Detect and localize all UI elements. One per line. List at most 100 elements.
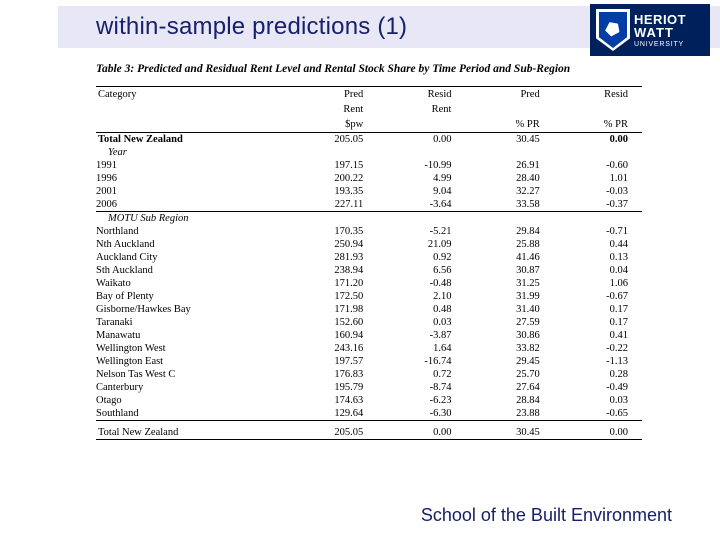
hdr-sub2: Rent	[377, 102, 465, 117]
cell: 0.92	[377, 251, 465, 264]
cell: 195.79	[289, 381, 377, 394]
cell: 0.44	[554, 238, 642, 251]
cell: -0.60	[554, 159, 642, 172]
cell: 9.04	[377, 185, 465, 198]
table-row: 2006227.11-3.6433.58-0.37	[96, 198, 642, 212]
cell: 281.93	[289, 251, 377, 264]
row-label: Total New Zealand	[96, 426, 289, 440]
cell: 0.03	[377, 316, 465, 329]
hdr-sub1: Rent	[289, 102, 377, 117]
row-label: Bay of Plenty	[96, 290, 289, 303]
cell: 205.05	[289, 132, 377, 146]
row-label: Taranaki	[96, 316, 289, 329]
row-label: 2006	[96, 198, 289, 212]
cell: 33.58	[465, 198, 553, 212]
page-title: within-sample predictions (1)	[96, 13, 407, 41]
hdr-category: Category	[96, 86, 289, 102]
cell: 30.87	[465, 264, 553, 277]
cell: 172.50	[289, 290, 377, 303]
cell: 26.91	[465, 159, 553, 172]
table-row: 1991197.15-10.9926.91-0.60	[96, 159, 642, 172]
cell: -3.87	[377, 329, 465, 342]
table-row: 2001193.359.0432.27-0.03	[96, 185, 642, 198]
cell: 243.16	[289, 342, 377, 355]
hdr-pred-pr: Pred	[465, 86, 553, 102]
cell: -0.22	[554, 342, 642, 355]
table-row: Gisborne/Hawkes Bay171.980.4831.400.17	[96, 303, 642, 316]
cell: 0.03	[554, 394, 642, 407]
table-row: Wellington West243.161.6433.82-0.22	[96, 342, 642, 355]
total-top-row: Total New Zealand 205.05 0.00 30.45 0.00	[96, 132, 642, 146]
cell: -5.21	[377, 225, 465, 238]
cell: 23.88	[465, 407, 553, 421]
row-label: Wellington East	[96, 355, 289, 368]
table-row: Northland170.35-5.2129.84-0.71	[96, 225, 642, 238]
cell: 0.72	[377, 368, 465, 381]
cell: -0.49	[554, 381, 642, 394]
cell: -0.71	[554, 225, 642, 238]
cell: -16.74	[377, 355, 465, 368]
cell: 205.05	[289, 426, 377, 440]
year-section: Year	[96, 146, 642, 159]
row-label: 1996	[96, 172, 289, 185]
cell: 197.57	[289, 355, 377, 368]
cell: 174.63	[289, 394, 377, 407]
row-label: Nth Auckland	[96, 238, 289, 251]
cell: 41.46	[465, 251, 553, 264]
row-label: 1991	[96, 159, 289, 172]
cell: 0.48	[377, 303, 465, 316]
cell: 152.60	[289, 316, 377, 329]
table-row: Otago174.63-6.2328.840.03	[96, 394, 642, 407]
row-label: Sth Auckland	[96, 264, 289, 277]
row-label: Nelson Tas West C	[96, 368, 289, 381]
cell: 4.99	[377, 172, 465, 185]
cell: 0.00	[554, 132, 642, 146]
hdr-unit4: % PR	[554, 117, 642, 133]
cell: 25.70	[465, 368, 553, 381]
section-region: MOTU Sub Region	[96, 211, 642, 225]
cell: 160.94	[289, 329, 377, 342]
cell: 0.17	[554, 303, 642, 316]
hdr-unit3: % PR	[465, 117, 553, 133]
cell: 6.56	[377, 264, 465, 277]
cell: 27.59	[465, 316, 553, 329]
hdr-unit1: $pw	[289, 117, 377, 133]
cell: -0.03	[554, 185, 642, 198]
cell: 171.20	[289, 277, 377, 290]
cell: 30.86	[465, 329, 553, 342]
cell: 1.01	[554, 172, 642, 185]
hdr-resid-rent: Resid	[377, 86, 465, 102]
shield-icon	[596, 9, 630, 51]
cell: 31.40	[465, 303, 553, 316]
cell: 1.06	[554, 277, 642, 290]
hdr-pred-rent: Pred	[289, 86, 377, 102]
hdr-resid-pr: Resid	[554, 86, 642, 102]
table-row: Auckland City281.930.9241.460.13	[96, 251, 642, 264]
table-row: Southland129.64-6.3023.88-0.65	[96, 407, 642, 421]
header-row-2: Rent Rent	[96, 102, 642, 117]
cell: 30.45	[465, 132, 553, 146]
cell: -6.23	[377, 394, 465, 407]
cell: 27.64	[465, 381, 553, 394]
table-row: Taranaki152.600.0327.590.17	[96, 316, 642, 329]
logo-line1: HERIOT	[634, 13, 686, 26]
cell: 250.94	[289, 238, 377, 251]
cell: 0.00	[377, 132, 465, 146]
cell: 0.00	[554, 426, 642, 440]
cell: 0.04	[554, 264, 642, 277]
row-label: Southland	[96, 407, 289, 421]
table-row: Nelson Tas West C176.830.7225.700.28	[96, 368, 642, 381]
university-logo: HERIOT WATT UNIVERSITY	[590, 4, 710, 56]
cell: 200.22	[289, 172, 377, 185]
row-label: Gisborne/Hawkes Bay	[96, 303, 289, 316]
row-label: 2001	[96, 185, 289, 198]
cell: 25.88	[465, 238, 553, 251]
cell: -0.65	[554, 407, 642, 421]
cell: 171.98	[289, 303, 377, 316]
cell: 2.10	[377, 290, 465, 303]
header-row-1: Category Pred Resid Pred Resid	[96, 86, 642, 102]
table-row: Sth Auckland238.946.5630.870.04	[96, 264, 642, 277]
cell: -6.30	[377, 407, 465, 421]
cell: 176.83	[289, 368, 377, 381]
data-table: Category Pred Resid Pred Resid Rent Rent…	[96, 86, 642, 441]
